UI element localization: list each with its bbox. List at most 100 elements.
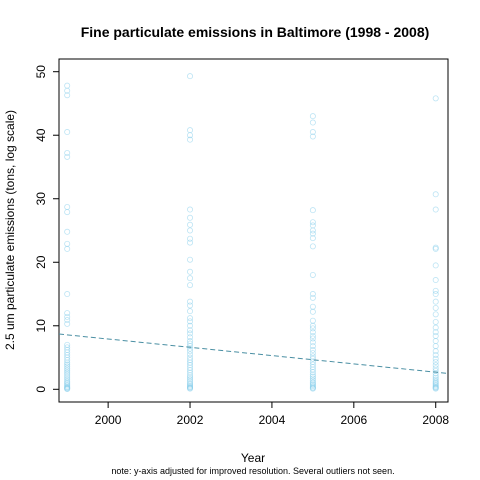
- data-point: [309, 343, 316, 350]
- data-point: [432, 351, 439, 358]
- data-point: [309, 230, 316, 237]
- chart-title: Fine particulate emissions in Baltimore …: [81, 24, 430, 40]
- data-point: [64, 240, 71, 247]
- data-point: [64, 291, 71, 298]
- footnote: note: y-axis adjusted for improved resol…: [111, 466, 394, 476]
- data-point: [309, 355, 316, 362]
- data-point: [309, 317, 316, 324]
- data-point: [432, 385, 439, 392]
- data-point: [432, 370, 439, 377]
- plot-frame: [58, 58, 449, 403]
- data-point: [432, 329, 439, 336]
- x-tick-label: 2006: [340, 413, 367, 427]
- data-point: [309, 113, 316, 120]
- data-point: [187, 385, 194, 392]
- data-point: [64, 245, 71, 252]
- x-axis-ticks: 2000 2002 2004 2006 2008: [95, 402, 449, 427]
- y-axis-label: 2.5 um particulate emissions (tons, log …: [3, 110, 17, 350]
- data-point: [187, 132, 194, 139]
- data-point: [309, 346, 316, 353]
- data-point: [309, 322, 316, 329]
- data-point: [309, 371, 316, 378]
- data-point: [187, 372, 194, 379]
- data-point: [432, 277, 439, 284]
- data-point: [309, 332, 316, 339]
- y-tick-label: 0: [34, 386, 48, 393]
- data-point: [187, 302, 194, 309]
- data-point: [309, 373, 316, 380]
- data-point: [432, 262, 439, 269]
- data-point: [309, 377, 316, 384]
- data-point: [432, 376, 439, 383]
- data-point: [309, 308, 316, 315]
- data-point: [64, 385, 71, 392]
- data-point: [64, 82, 71, 89]
- data-point: [64, 150, 71, 157]
- data-point: [432, 206, 439, 213]
- data-point: [64, 320, 71, 327]
- data-point: [187, 206, 194, 213]
- data-point: [432, 95, 439, 102]
- data-point: [64, 129, 71, 136]
- data-point: [309, 329, 316, 336]
- data-point: [64, 372, 71, 379]
- x-tick-label: 2008: [422, 413, 449, 427]
- data-point: [187, 351, 194, 358]
- data-point: [187, 275, 194, 282]
- data-point: [309, 350, 316, 357]
- x-tick-label: 2002: [177, 413, 204, 427]
- data-point: [64, 361, 71, 368]
- y-tick-label: 30: [34, 192, 48, 206]
- data-points: [64, 73, 439, 392]
- data-point: [432, 372, 439, 379]
- data-point: [187, 221, 194, 228]
- data-point: [187, 330, 194, 337]
- data-point: [432, 318, 439, 325]
- data-point: [64, 376, 71, 383]
- data-point: [309, 227, 316, 234]
- data-point: [187, 315, 194, 322]
- data-point: [187, 136, 194, 143]
- data-point: [64, 359, 71, 366]
- data-point: [187, 268, 194, 275]
- data-point: [432, 304, 439, 311]
- data-point: [187, 318, 194, 325]
- data-point: [309, 119, 316, 126]
- data-point: [187, 322, 194, 329]
- trend-line: [58, 333, 449, 374]
- data-point: [432, 191, 439, 198]
- data-point: [309, 325, 316, 332]
- data-point: [187, 334, 194, 341]
- data-point: [64, 87, 71, 94]
- data-point: [64, 371, 71, 378]
- data-point: [187, 348, 194, 355]
- y-axis-ticks: 0 10 20 30 40 50: [34, 65, 59, 393]
- data-point: [432, 355, 439, 362]
- data-point: [309, 369, 316, 376]
- data-point: [64, 369, 71, 376]
- x-axis-label: Year: [241, 451, 265, 465]
- y-tick-label: 10: [34, 319, 48, 333]
- data-point: [309, 271, 316, 278]
- data-point: [64, 153, 71, 160]
- data-point: [64, 228, 71, 235]
- y-tick-label: 50: [34, 65, 48, 79]
- data-point: [187, 327, 194, 334]
- data-point: [64, 310, 71, 317]
- data-point: [432, 324, 439, 331]
- data-point: [187, 298, 194, 305]
- data-point: [64, 313, 71, 320]
- data-point: [64, 317, 71, 324]
- data-point: [309, 353, 316, 360]
- data-point: [309, 222, 316, 229]
- data-point: [432, 338, 439, 345]
- data-point: [309, 385, 316, 392]
- data-point: [309, 303, 316, 310]
- x-tick-label: 2000: [95, 413, 122, 427]
- data-point: [432, 343, 439, 350]
- data-point: [187, 73, 194, 80]
- data-point: [309, 335, 316, 342]
- data-point: [309, 133, 316, 140]
- data-point: [432, 362, 439, 369]
- data-point: [432, 298, 439, 305]
